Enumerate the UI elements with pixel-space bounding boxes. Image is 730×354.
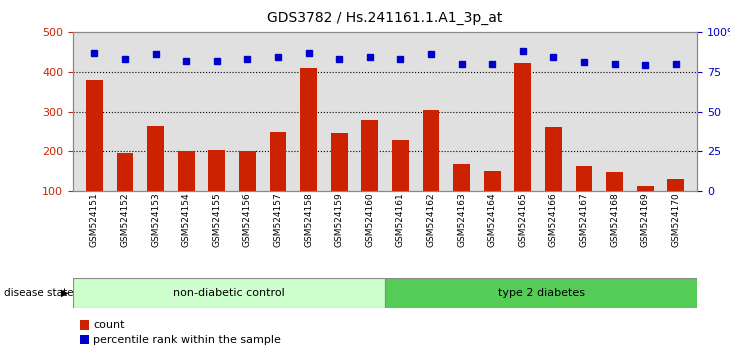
Bar — [300, 68, 317, 231]
Text: type 2 diabetes: type 2 diabetes — [498, 288, 585, 298]
Bar — [361, 120, 378, 231]
Bar — [269, 132, 286, 231]
Bar — [423, 110, 439, 231]
Bar — [637, 186, 653, 231]
Bar — [178, 152, 195, 231]
Bar — [606, 172, 623, 231]
Bar — [147, 126, 164, 231]
Text: count: count — [93, 320, 125, 330]
Bar — [73, 278, 385, 308]
Bar — [385, 278, 697, 308]
Text: disease state: disease state — [4, 288, 73, 298]
Bar — [545, 127, 562, 231]
Bar — [515, 63, 531, 231]
Text: non-diabetic control: non-diabetic control — [173, 288, 285, 298]
Bar — [331, 133, 347, 231]
Bar — [86, 80, 103, 231]
Bar — [208, 150, 226, 231]
Bar — [117, 153, 134, 231]
Text: ▶: ▶ — [61, 288, 68, 298]
Bar — [575, 166, 592, 231]
Text: GDS3782 / Hs.241161.1.A1_3p_at: GDS3782 / Hs.241161.1.A1_3p_at — [267, 11, 503, 25]
Text: percentile rank within the sample: percentile rank within the sample — [93, 335, 281, 345]
Bar — [392, 140, 409, 231]
Bar — [484, 171, 501, 231]
Bar — [453, 164, 470, 231]
Bar — [667, 179, 684, 231]
Bar — [239, 152, 255, 231]
